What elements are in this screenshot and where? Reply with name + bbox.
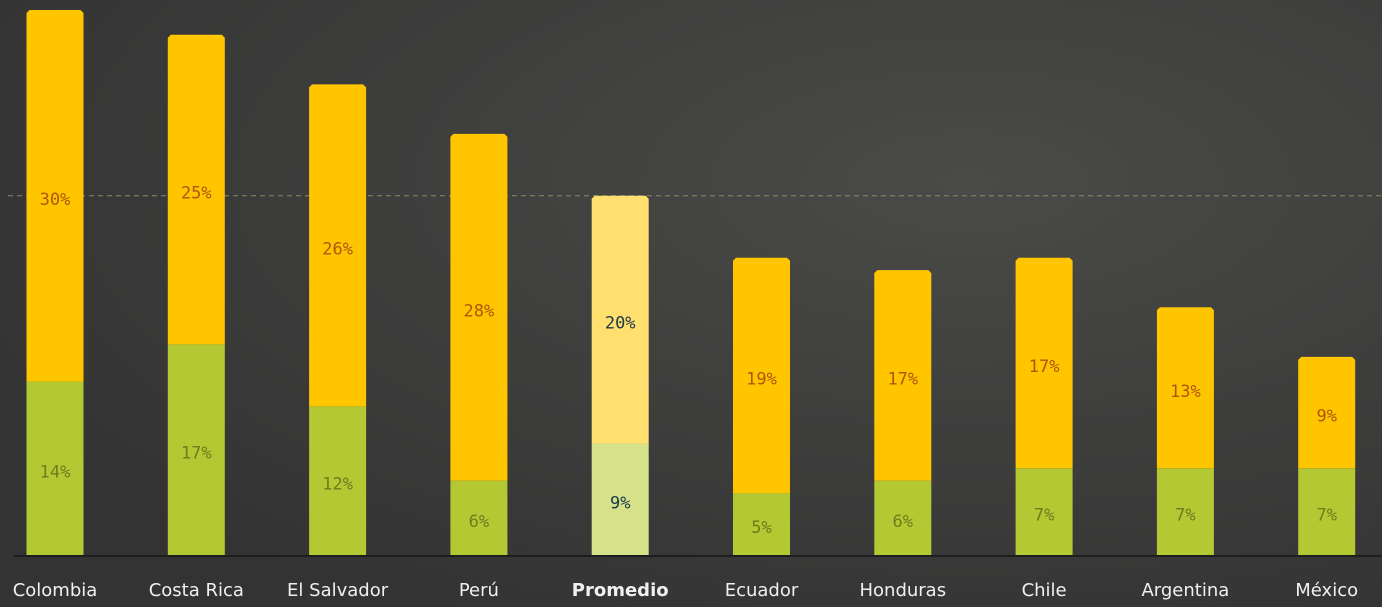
bar-segment	[1156, 307, 1214, 469]
value-label: 9%	[1316, 407, 1336, 427]
value-label: 14%	[40, 462, 71, 482]
value-label: 19%	[746, 369, 777, 389]
bar-segment	[450, 133, 508, 481]
bar-segment	[874, 270, 932, 481]
x-tick-label: México	[1295, 580, 1358, 601]
bar-segment	[1015, 468, 1073, 555]
value-label: 7%	[1175, 506, 1195, 526]
value-label: 17%	[181, 444, 212, 464]
bar-segment	[874, 480, 932, 555]
bar-segment	[591, 443, 649, 555]
value-label: 26%	[322, 239, 353, 259]
x-tick-label: Promedio	[572, 580, 669, 601]
value-label: 17%	[887, 369, 918, 389]
x-tick-label: El Salvador	[287, 580, 389, 601]
value-label: 20%	[605, 314, 636, 334]
bar-segment	[733, 257, 790, 494]
value-label: 25%	[181, 184, 212, 204]
bar-segment	[591, 195, 649, 444]
x-tick-label: Chile	[1022, 580, 1067, 601]
value-label: 7%	[1316, 506, 1336, 526]
x-tick-label: Colombia	[13, 580, 98, 601]
value-label: 5%	[751, 518, 771, 538]
value-label: 13%	[1170, 382, 1201, 402]
x-tick-label: Perú	[459, 580, 499, 601]
bar-segment	[1298, 468, 1356, 555]
bar-segment	[167, 344, 225, 555]
bar-segment	[309, 84, 367, 407]
value-label: 9%	[610, 493, 630, 513]
x-tick-label: Argentina	[1141, 580, 1229, 601]
bar-segment	[1298, 356, 1356, 469]
value-label: 7%	[1034, 506, 1054, 526]
bar-segment	[309, 406, 367, 555]
bar-segment	[26, 10, 84, 382]
bar-segment	[1015, 257, 1073, 469]
x-tick-label: Ecuador	[725, 580, 799, 601]
bar-segment	[167, 34, 225, 345]
value-label: 12%	[322, 475, 353, 495]
value-label: 6%	[893, 512, 913, 532]
bar-segment	[1156, 468, 1214, 555]
value-label: 28%	[464, 301, 495, 321]
value-label: 30%	[40, 190, 71, 210]
x-tick-label: Costa Rica	[149, 580, 244, 601]
value-label: 17%	[1029, 357, 1060, 377]
bar-segment	[450, 480, 508, 555]
bar-segment	[733, 493, 790, 555]
x-tick-label: Honduras	[859, 580, 946, 601]
bar-segment	[26, 381, 84, 555]
value-label: 6%	[469, 512, 489, 532]
